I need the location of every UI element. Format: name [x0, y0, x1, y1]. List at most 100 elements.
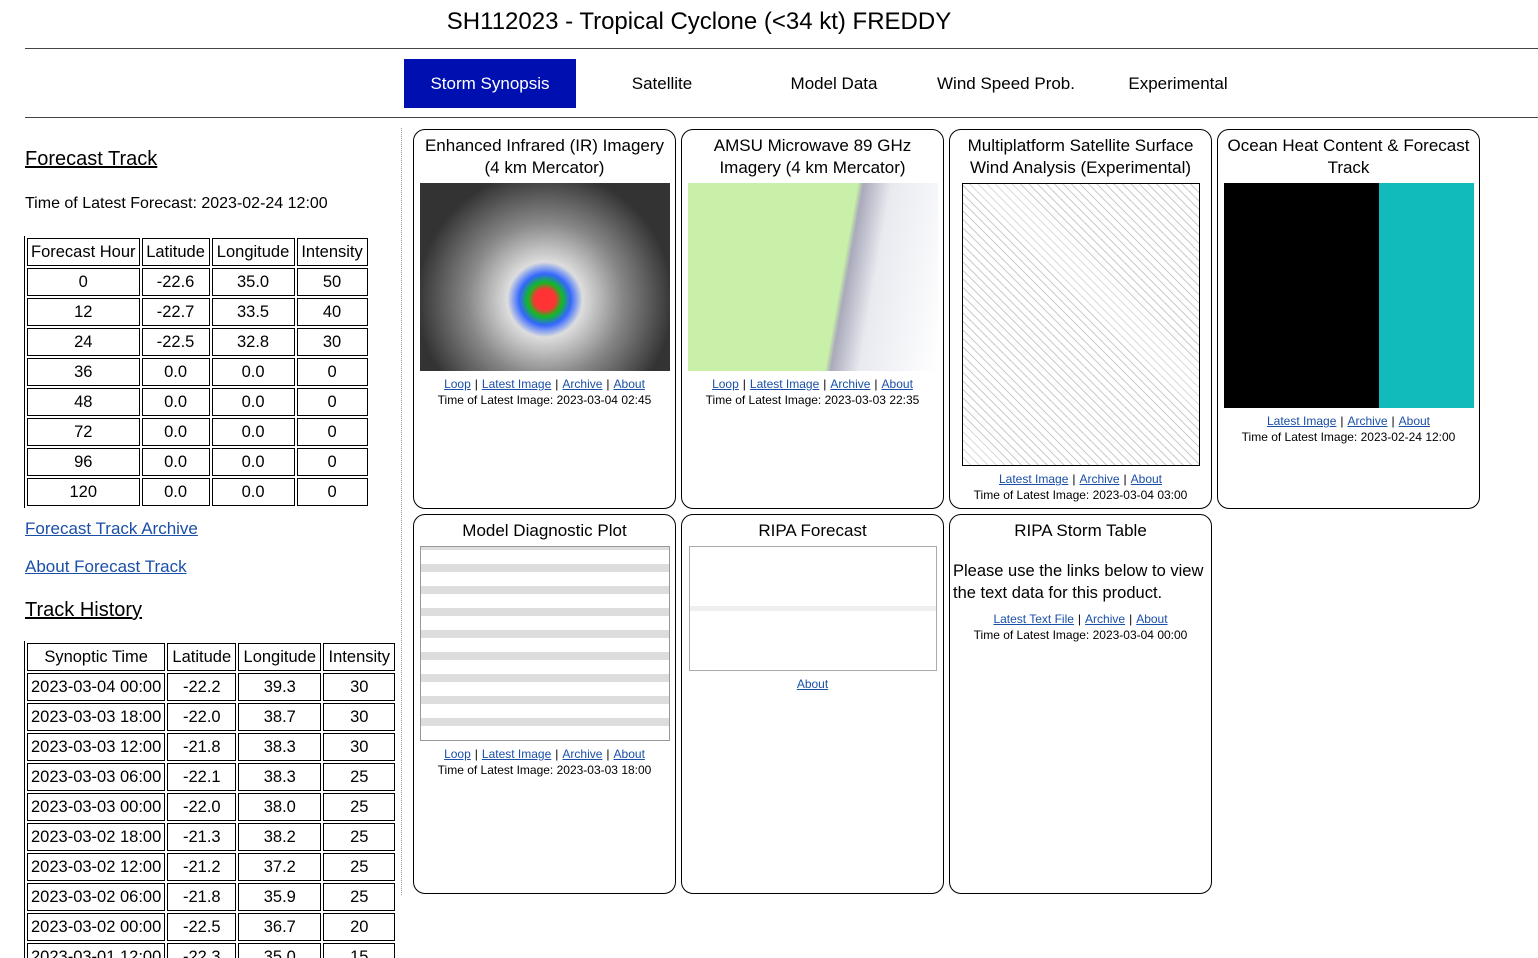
table-cell: -22.0: [167, 793, 237, 821]
link-separator: |: [474, 747, 478, 761]
table-cell: 38.2: [238, 823, 322, 851]
table-cell: 0: [296, 418, 368, 446]
table-cell: -22.7: [141, 298, 210, 326]
table-cell: 0: [296, 388, 368, 416]
table-cell: 2023-03-01 12:00: [27, 943, 166, 958]
table-row: 24 -22.5 32.8 30: [27, 328, 368, 356]
link[interactable]: About: [796, 677, 829, 691]
table-cell: 36: [27, 358, 140, 386]
link-separator: |: [555, 747, 559, 761]
table-cell: 0.0: [141, 418, 210, 446]
divider: [25, 48, 1538, 49]
table-row: 96 0.0 0.0 0: [27, 448, 368, 476]
link[interactable]: Latest Image: [481, 377, 552, 391]
panel-title: Enhanced Infrared (IR) Imagery (4 km Mer…: [424, 136, 665, 177]
table-cell: 2023-03-03 12:00: [27, 733, 166, 761]
nav-bar: Storm Synopsis Satellite Model Data Wind Sp…: [404, 59, 1264, 108]
link[interactable]: Loop: [712, 377, 739, 391]
nav-tab[interactable]: Model Data: [790, 74, 878, 93]
table-cell: 0.0: [141, 388, 210, 416]
table-cell: 24: [27, 328, 140, 356]
link-row: Loop | Latest Image | Archive | About: [682, 377, 943, 391]
link-row: Latest Text File | Archive | About: [950, 612, 1211, 626]
panel-text: Please use the links below to view the t…: [953, 562, 1204, 602]
header-cell: Latitude: [167, 643, 237, 671]
product-image[interactable]: [419, 183, 670, 371]
product-panel: RIPA Storm Table Please use the links bel…: [949, 514, 1212, 894]
link[interactable]: Archive: [1079, 472, 1120, 486]
table-cell: 25: [323, 883, 396, 911]
image-time: Time of Latest Image: 2023-03-04 00:00: [973, 628, 1188, 642]
table-cell: 2023-03-03 06:00: [27, 763, 166, 791]
table-cell: 0: [296, 448, 368, 476]
product-image[interactable]: [961, 183, 1200, 466]
link[interactable]: Archive: [1085, 612, 1126, 626]
link-separator: |: [1129, 612, 1133, 626]
table-cell: 2023-03-03 18:00: [27, 703, 166, 731]
table-cell: 0.0: [141, 358, 210, 386]
table-cell: 2023-03-03 00:00: [27, 793, 166, 821]
table-cell: 0.0: [141, 478, 210, 506]
link[interactable]: Loop: [444, 747, 471, 761]
link[interactable]: Archive: [562, 377, 603, 391]
header-cell: Intensity: [323, 643, 396, 671]
table-cell: 38.3: [238, 733, 322, 761]
product-image[interactable]: [687, 183, 938, 371]
link[interactable]: Archive: [562, 747, 603, 761]
table-row: 2023-03-03 00:00 -22.0 38.0 25: [27, 793, 396, 821]
image-time: Time of Latest Image: 2023-03-03 18:00: [437, 763, 652, 777]
link[interactable]: About: [1136, 612, 1168, 626]
product-image[interactable]: [688, 546, 937, 671]
table-cell: 2023-03-02 06:00: [27, 883, 166, 911]
divider: [401, 128, 402, 895]
link[interactable]: Archive: [1347, 414, 1388, 428]
link-separator: |: [1123, 472, 1127, 486]
table-cell: 2023-03-02 18:00: [27, 823, 166, 851]
link-row: About: [682, 677, 943, 691]
link[interactable]: Archive: [830, 377, 871, 391]
link[interactable]: Latest Image: [1267, 414, 1337, 428]
nav-tab[interactable]: Wind Speed Prob.: [937, 74, 1075, 93]
table-cell: 38.3: [238, 763, 322, 791]
image-time: Time of Latest Image: 2023-03-03 22:35: [705, 393, 920, 407]
link[interactable]: About: [613, 747, 645, 761]
table-cell: -22.1: [167, 763, 237, 791]
table-cell: 0.0: [211, 478, 295, 506]
link-separator: |: [474, 377, 478, 391]
table-cell: 0.0: [211, 418, 295, 446]
link[interactable]: About: [1398, 414, 1430, 428]
nav-tab[interactable]: Storm Synopsis: [404, 59, 576, 108]
link-separator: |: [874, 377, 878, 391]
product-panel: Multiplatform Satellite Surface Wind Ana…: [949, 129, 1212, 509]
table-cell: 15: [323, 943, 396, 958]
link[interactable]: About: [881, 377, 913, 391]
product-panel: Ocean Heat Content & Forecast Track Lates…: [1217, 129, 1480, 509]
table-row: 2023-03-03 06:00 -22.1 38.3 25: [27, 763, 396, 791]
link-separator: |: [1077, 612, 1082, 626]
link[interactable]: Latest Text File: [993, 612, 1074, 626]
product-image[interactable]: [419, 546, 670, 741]
link-row: Latest Image | Archive | About: [950, 472, 1211, 486]
image-time: Time of Latest Image: 2023-02-24 12:00: [1241, 430, 1456, 444]
table-cell: 35.0: [238, 943, 322, 958]
nav-tab[interactable]: Satellite: [631, 74, 693, 93]
link[interactable]: Forecast Track Archive: [25, 519, 198, 538]
table-cell: 32.8: [211, 328, 295, 356]
product-panel: Model Diagnostic Plot Loop | Latest Image | A…: [413, 514, 676, 894]
product-image[interactable]: [1223, 183, 1474, 408]
table-cell: 0: [296, 478, 368, 506]
header-cell: Forecast Hour: [27, 238, 140, 266]
link[interactable]: About Forecast Track: [25, 557, 187, 576]
link[interactable]: Latest Image: [749, 377, 820, 391]
link[interactable]: About: [613, 377, 645, 391]
data-table: Synoptic Time Latitude Longitude Intensity 2…: [24, 641, 397, 958]
panel-title: Ocean Heat Content & Forecast Track: [1227, 136, 1470, 177]
link[interactable]: Loop: [444, 377, 471, 391]
link[interactable]: Latest Image: [481, 747, 552, 761]
link-separator: |: [742, 377, 746, 391]
panel-title: AMSU Microwave 89 GHz Imagery (4 km Merc…: [713, 136, 912, 177]
link[interactable]: About: [1130, 472, 1162, 486]
page-title: SH112023 - Tropical Cyclone (<34 kt) FRE…: [446, 8, 952, 35]
link[interactable]: Latest Image: [999, 472, 1069, 486]
nav-tab[interactable]: Experimental: [1128, 74, 1228, 93]
